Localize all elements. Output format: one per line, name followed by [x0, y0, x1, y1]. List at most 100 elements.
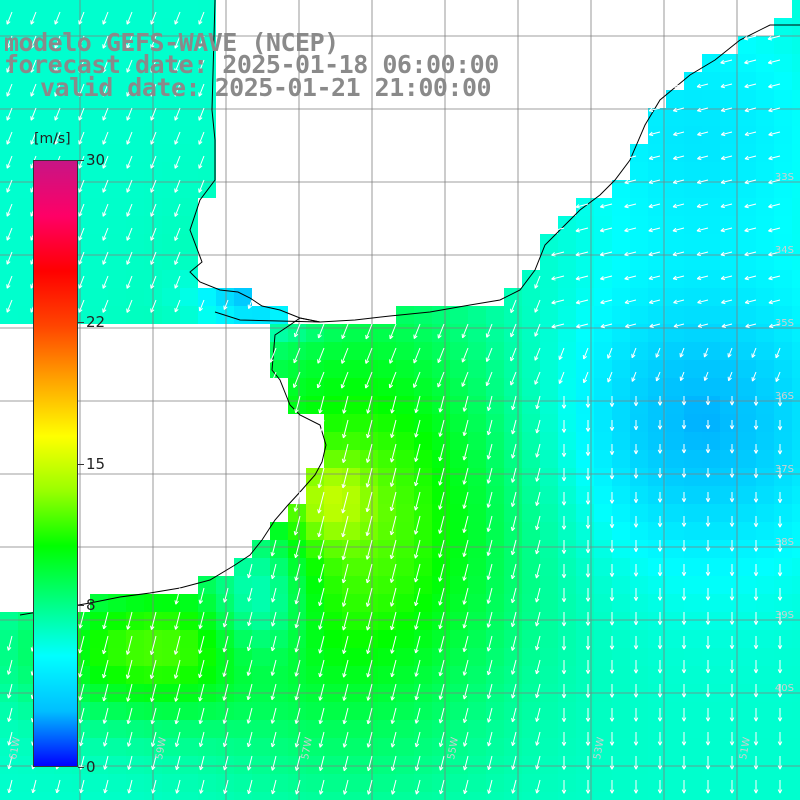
wind-arrow	[437, 371, 445, 388]
wind-speed-cell	[738, 90, 756, 108]
wind-speed-cell	[540, 450, 558, 468]
wind-speed-cell	[684, 792, 702, 800]
wind-arrow	[438, 491, 445, 510]
wind-speed-cell	[576, 702, 594, 720]
wind-speed-cell	[342, 792, 360, 800]
wind-arrow	[657, 540, 663, 552]
wind-speed-cell	[324, 468, 342, 486]
wind-speed-cell	[756, 756, 774, 774]
wind-arrow	[246, 659, 253, 676]
wind-speed-cell	[666, 162, 684, 180]
wind-arrow	[102, 707, 109, 724]
wind-speed-cell	[540, 792, 558, 800]
wind-speed-cell	[612, 648, 630, 666]
wind-arrow	[199, 755, 205, 771]
wind-arrow	[767, 35, 781, 41]
wind-arrow	[777, 756, 783, 770]
wind-arrow	[609, 468, 615, 480]
wind-speed-cell	[612, 270, 630, 288]
wind-arrow	[78, 683, 85, 701]
wind-arrow	[648, 251, 661, 257]
wind-arrow	[561, 588, 567, 603]
wind-arrow	[150, 611, 157, 630]
wind-arrow	[697, 299, 709, 305]
wind-speed-cell	[90, 72, 108, 90]
wind-arrow	[389, 491, 397, 512]
wind-speed-cell	[0, 774, 18, 792]
wind-speed-cell	[594, 324, 612, 342]
wind-arrow	[415, 779, 421, 795]
wind-speed-cell	[522, 342, 540, 360]
wind-arrow	[318, 419, 325, 439]
wind-arrow	[174, 611, 181, 630]
wind-speed-cell	[396, 540, 414, 558]
wind-speed-cell	[684, 666, 702, 684]
wind-arrow	[150, 107, 157, 121]
wind-speed-cell	[108, 54, 126, 72]
wind-speed-cell	[36, 144, 54, 162]
wind-speed-cell	[774, 162, 792, 180]
wind-arrow	[575, 203, 589, 209]
wind-speed-cell	[558, 324, 576, 342]
wind-speed-cell	[756, 540, 774, 558]
wind-speed-cell	[756, 612, 774, 630]
wind-arrow	[414, 587, 421, 607]
wind-arrow	[54, 11, 61, 25]
wind-speed-cell	[594, 396, 612, 414]
colorbar-tick-mark	[78, 321, 84, 323]
wind-speed-cell	[702, 540, 720, 558]
wind-speed-cell	[450, 378, 468, 396]
wind-speed-cell	[126, 648, 144, 666]
wind-arrow	[318, 707, 325, 725]
wind-speed-cell	[702, 252, 720, 270]
wind-speed-cell	[378, 612, 396, 630]
wind-speed-cell	[756, 666, 774, 684]
wind-speed-cell	[666, 756, 684, 774]
wind-speed-cell	[216, 648, 234, 666]
wind-arrow	[657, 420, 663, 430]
wind-speed-cell	[792, 288, 800, 306]
wind-arrow	[672, 107, 685, 113]
wind-speed-cell	[720, 234, 738, 252]
wind-speed-cell	[648, 378, 666, 396]
wind-speed-cell	[90, 792, 108, 800]
wind-speed-cell	[342, 594, 360, 612]
wind-speed-cell	[774, 774, 792, 792]
wind-speed-cell	[774, 54, 792, 72]
coastline-south	[19, 311, 327, 616]
wind-arrow	[174, 683, 181, 702]
wind-speed-cell	[396, 504, 414, 522]
wind-arrow	[6, 275, 13, 289]
wind-arrow	[534, 275, 541, 289]
wind-arrow	[414, 611, 421, 630]
wind-speed-cell	[108, 108, 126, 126]
latitude-label: 35S	[775, 318, 794, 329]
wind-speed-cell	[162, 792, 180, 800]
wind-speed-cell	[36, 774, 54, 792]
wind-arrow	[438, 731, 445, 747]
wind-speed-cell	[774, 576, 792, 594]
wind-arrow	[511, 731, 517, 747]
wind-speed-cell	[288, 576, 306, 594]
wind-arrow	[102, 131, 109, 145]
wind-speed-cell	[702, 72, 720, 90]
wind-speed-cell	[702, 162, 720, 180]
wind-speed-cell	[396, 378, 414, 396]
wind-arrow	[126, 35, 133, 49]
wind-speed-cell	[36, 126, 54, 144]
wind-arrow	[558, 347, 565, 361]
wind-speed-cell	[756, 252, 774, 270]
wind-speed-cell	[720, 504, 738, 522]
wind-speed-cell	[738, 630, 756, 648]
wind-speed-cell	[792, 90, 800, 108]
wind-speed-cell	[432, 504, 450, 522]
wind-arrow	[102, 299, 109, 313]
wind-arrow	[609, 396, 615, 407]
wind-speed-cell	[432, 630, 450, 648]
wind-speed-cell	[702, 738, 720, 756]
wind-speed-cell	[684, 414, 702, 432]
wind-arrow	[6, 203, 13, 217]
wind-speed-cell	[648, 774, 666, 792]
wind-speed-cell	[270, 558, 288, 576]
wind-speed-cell	[180, 612, 198, 630]
